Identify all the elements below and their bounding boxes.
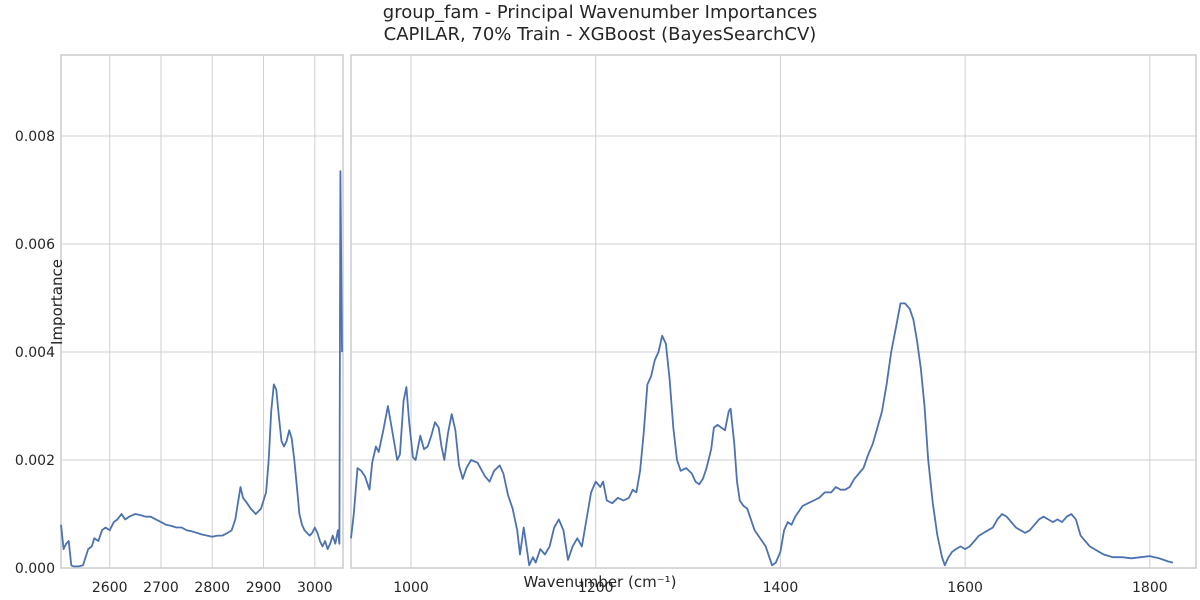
panel-fingerprint-background [351,55,1196,568]
x-tick-label: 1200 [578,580,614,596]
chart-title: group_fam - Principal Wavenumber Importa… [382,2,818,23]
y-tick-label: 0.008 [15,129,55,145]
panel-high-wavenumber-importance-line [60,170,343,568]
x-tick-label: 2700 [143,580,179,596]
y-tick-label: 0.000 [15,561,55,577]
x-tick-label: 3000 [297,580,333,596]
y-tick-label: 0.004 [15,345,55,361]
panel-high-wavenumber-frame [60,54,344,569]
x-tick-label: 1600 [947,580,983,596]
x-tick-label: 2900 [246,580,282,596]
panel-fingerprint-importance-line [350,302,1174,567]
x-tick-label: 1400 [763,580,799,596]
x-axis-label: Wavenumber (cm⁻¹) [524,573,677,591]
panel-fingerprint-frame [350,54,1197,569]
panel-high-wavenumber-background [61,55,343,568]
x-tick-label: 2800 [194,580,230,596]
chart-subtitle: CAPILAR, 70% Train - XGBoost (BayesSearc… [383,24,817,45]
x-tick-label: 1000 [393,580,429,596]
x-tick-label: 1800 [1132,580,1168,596]
y-tick-label: 0.002 [15,453,55,469]
y-axis-label: Importance [48,259,66,345]
y-tick-label: 0.006 [15,237,55,253]
x-tick-label: 2600 [92,580,128,596]
